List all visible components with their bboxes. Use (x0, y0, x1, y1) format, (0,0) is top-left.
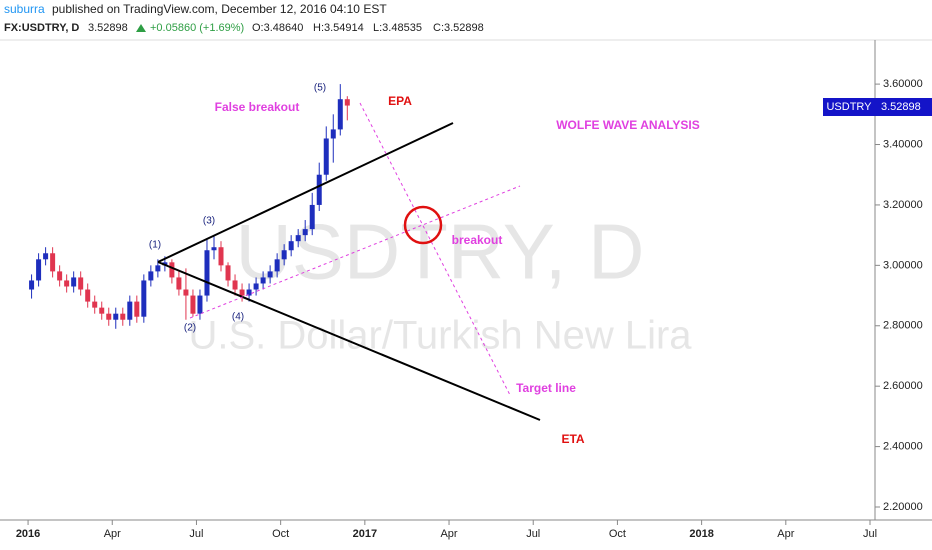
watermark: U.S. Dollar/Turkish New Lira (188, 314, 692, 358)
candle-body (344, 99, 350, 106)
y-tick-label: 3.20000 (883, 199, 923, 211)
candle-body (323, 138, 329, 175)
candle-body (211, 247, 217, 251)
candle-body (260, 277, 266, 284)
candle-body (253, 283, 259, 290)
candle-body (288, 241, 294, 251)
y-tick-label: 3.40000 (883, 138, 923, 150)
x-tick-label: Apr (104, 528, 121, 540)
candle-body (120, 313, 126, 320)
x-tick-label: Oct (272, 528, 289, 540)
candle-body (148, 271, 154, 281)
candle-body (281, 250, 287, 260)
candle-body (169, 262, 175, 278)
symbol: FX:USDTRY, D (4, 22, 79, 34)
candle-body (316, 174, 322, 205)
x-tick-label: Jul (863, 528, 877, 540)
breakout-circle (403, 205, 443, 245)
wave-label: (1) (149, 240, 161, 251)
x-tick-label: Apr (777, 528, 794, 540)
wave-label: (5) (314, 83, 326, 94)
price-tag-bg (876, 98, 932, 116)
x-tick-label: Oct (609, 528, 626, 540)
x-tick-label: 2016 (16, 528, 40, 540)
candle-body (99, 307, 105, 314)
candle-body (337, 99, 343, 130)
change: +0.05860 (+1.69%) (150, 22, 244, 34)
x-tick-label: Apr (440, 528, 457, 540)
price-tag-symbol-bg (823, 98, 876, 116)
candle-body (64, 280, 70, 287)
y-tick-label: 2.40000 (883, 441, 923, 453)
annotation: WOLFE WAVE ANALYSIS (556, 118, 700, 132)
candle-body (225, 265, 231, 281)
published: published on TradingView.com, December 1… (52, 2, 387, 16)
x-tick-label: 2017 (353, 528, 377, 540)
candle-body (106, 313, 112, 320)
annotation: breakout (452, 233, 503, 247)
candle-body (127, 301, 133, 320)
candle-body (155, 265, 161, 272)
y-tick-label: 2.60000 (883, 380, 923, 392)
candle-body (330, 129, 336, 139)
candle-body (239, 289, 245, 296)
author: suburra (4, 2, 45, 16)
candle-body (218, 247, 224, 266)
annotation: Target line (516, 381, 576, 395)
x-tick-label: 2018 (689, 528, 713, 540)
y-tick-label: 3.60000 (883, 78, 923, 90)
wave-label: (2) (184, 323, 196, 334)
candle-body (302, 229, 308, 236)
y-tick-label: 3.00000 (883, 259, 923, 271)
low: L:3.48535 (373, 22, 422, 34)
y-tick-label: 2.80000 (883, 320, 923, 332)
candle-body (57, 271, 63, 281)
candle-body (50, 253, 56, 272)
dotted-line (359, 102, 511, 396)
close: C:3.52898 (433, 22, 484, 34)
candle-body (274, 259, 280, 272)
wave-label: (3) (203, 216, 215, 227)
up-arrow (136, 24, 146, 32)
candle-body (134, 301, 140, 317)
candle-body (204, 250, 210, 296)
annotation: ETA (561, 432, 584, 446)
candle-body (246, 289, 252, 296)
candle-body (92, 301, 98, 308)
candle-body (141, 280, 147, 317)
price-tag-symbol: USDTRY (826, 101, 872, 113)
candle-body (78, 277, 84, 290)
candle-body (71, 277, 77, 287)
candle-body (190, 295, 196, 314)
wave-label: (4) (232, 312, 244, 323)
high: H:3.54914 (313, 22, 364, 34)
candle-body (85, 289, 91, 302)
candle-body (29, 280, 35, 290)
candle-body (295, 235, 301, 242)
x-tick-label: Jul (526, 528, 540, 540)
trend-line (157, 261, 541, 421)
dotted-line (189, 185, 521, 319)
candle-body (267, 271, 273, 278)
candle-body (113, 313, 119, 320)
x-tick-label: Jul (189, 528, 203, 540)
trend-line (157, 122, 454, 263)
annotation: EPA (388, 94, 412, 108)
price-tag-value: 3.52898 (881, 101, 921, 113)
last: 3.52898 (88, 22, 128, 34)
candle-body (43, 253, 49, 260)
candle-body (309, 204, 315, 230)
y-tick-label: 2.20000 (883, 501, 923, 513)
candle-body (36, 259, 42, 281)
open: O:3.48640 (252, 22, 303, 34)
annotation: False breakout (215, 100, 300, 114)
candle-body (183, 289, 189, 296)
candle-body (197, 295, 203, 314)
candle-body (176, 277, 182, 290)
candle-body (232, 280, 238, 290)
